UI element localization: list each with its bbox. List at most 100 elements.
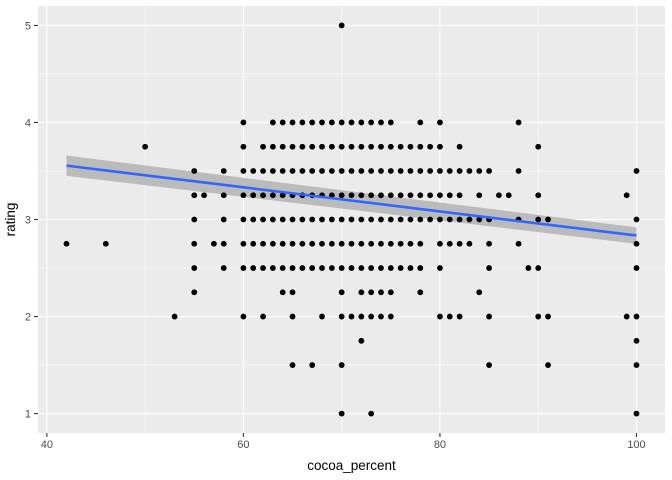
data-point bbox=[397, 216, 404, 223]
data-point bbox=[387, 143, 394, 150]
data-point bbox=[633, 168, 640, 174]
data-point bbox=[446, 240, 453, 247]
data-point bbox=[279, 143, 286, 150]
data-point bbox=[397, 240, 404, 247]
data-point bbox=[545, 362, 551, 368]
data-point bbox=[260, 168, 266, 174]
data-point bbox=[427, 192, 434, 199]
data-point bbox=[486, 362, 492, 368]
data-point bbox=[338, 22, 345, 29]
data-point bbox=[358, 216, 365, 223]
data-point bbox=[260, 313, 266, 320]
data-point bbox=[220, 240, 227, 247]
data-point bbox=[387, 168, 394, 174]
data-point bbox=[319, 240, 325, 247]
data-point bbox=[515, 240, 522, 247]
data-point bbox=[358, 119, 365, 126]
data-point bbox=[358, 192, 365, 199]
data-point bbox=[328, 240, 335, 247]
data-point bbox=[358, 265, 365, 271]
data-point bbox=[279, 240, 286, 247]
data-point bbox=[328, 143, 335, 150]
data-point bbox=[535, 313, 542, 320]
data-point bbox=[446, 192, 453, 199]
data-point bbox=[525, 265, 532, 271]
data-point bbox=[279, 265, 286, 271]
data-point bbox=[260, 216, 266, 223]
data-point bbox=[269, 216, 276, 223]
data-point bbox=[417, 216, 424, 223]
data-point bbox=[535, 143, 542, 150]
data-points bbox=[63, 22, 640, 417]
data-point bbox=[417, 143, 424, 150]
data-point bbox=[279, 289, 286, 296]
data-point bbox=[328, 265, 335, 271]
data-point bbox=[309, 240, 316, 247]
data-point bbox=[437, 192, 443, 199]
data-point bbox=[437, 265, 443, 271]
data-point bbox=[240, 240, 247, 247]
data-point bbox=[289, 362, 296, 368]
data-point bbox=[378, 265, 384, 271]
data-point bbox=[437, 313, 443, 320]
data-point bbox=[496, 192, 502, 199]
data-point bbox=[427, 168, 434, 174]
data-point bbox=[633, 362, 640, 368]
data-point bbox=[545, 313, 551, 320]
trend-line-layer bbox=[66, 164, 637, 237]
data-point bbox=[407, 216, 414, 223]
data-point bbox=[299, 143, 306, 150]
data-point bbox=[368, 313, 375, 320]
data-point bbox=[240, 216, 247, 223]
data-point bbox=[515, 168, 522, 174]
data-point bbox=[446, 216, 453, 223]
data-point bbox=[260, 192, 266, 199]
data-point bbox=[456, 313, 463, 320]
y-tick-label: 1 bbox=[25, 409, 31, 421]
data-point bbox=[191, 168, 198, 174]
data-point bbox=[358, 313, 365, 320]
data-point bbox=[191, 289, 198, 296]
data-point bbox=[250, 240, 257, 247]
data-point bbox=[427, 216, 434, 223]
data-point bbox=[309, 143, 316, 150]
data-point bbox=[378, 143, 384, 150]
data-point bbox=[397, 265, 404, 271]
data-point bbox=[240, 119, 247, 126]
data-point bbox=[309, 168, 316, 174]
data-point bbox=[486, 168, 492, 174]
data-point bbox=[319, 168, 325, 174]
data-point bbox=[446, 168, 453, 174]
data-point bbox=[407, 192, 414, 199]
data-point bbox=[417, 192, 424, 199]
data-point bbox=[417, 265, 424, 271]
x-tick-label: 40 bbox=[41, 439, 53, 451]
data-point bbox=[378, 240, 384, 247]
x-tick-label: 80 bbox=[434, 439, 446, 451]
data-point bbox=[260, 265, 266, 271]
data-point bbox=[309, 265, 316, 271]
data-point bbox=[220, 192, 227, 199]
data-point bbox=[378, 119, 384, 126]
data-point bbox=[269, 119, 276, 126]
data-point bbox=[486, 313, 492, 320]
data-point bbox=[338, 192, 345, 199]
data-point bbox=[387, 265, 394, 271]
data-point bbox=[407, 168, 414, 174]
data-point bbox=[309, 362, 316, 368]
data-point bbox=[289, 168, 296, 174]
data-point bbox=[269, 265, 276, 271]
data-point bbox=[269, 143, 276, 150]
data-point bbox=[269, 240, 276, 247]
data-point bbox=[387, 192, 394, 199]
data-point bbox=[486, 240, 492, 247]
data-point bbox=[328, 168, 335, 174]
data-point bbox=[368, 216, 375, 223]
data-point bbox=[220, 168, 227, 174]
data-point bbox=[289, 240, 296, 247]
data-point bbox=[437, 119, 443, 126]
data-point bbox=[427, 143, 434, 150]
data-point bbox=[535, 265, 542, 271]
data-point bbox=[319, 265, 325, 271]
data-point bbox=[437, 240, 443, 247]
